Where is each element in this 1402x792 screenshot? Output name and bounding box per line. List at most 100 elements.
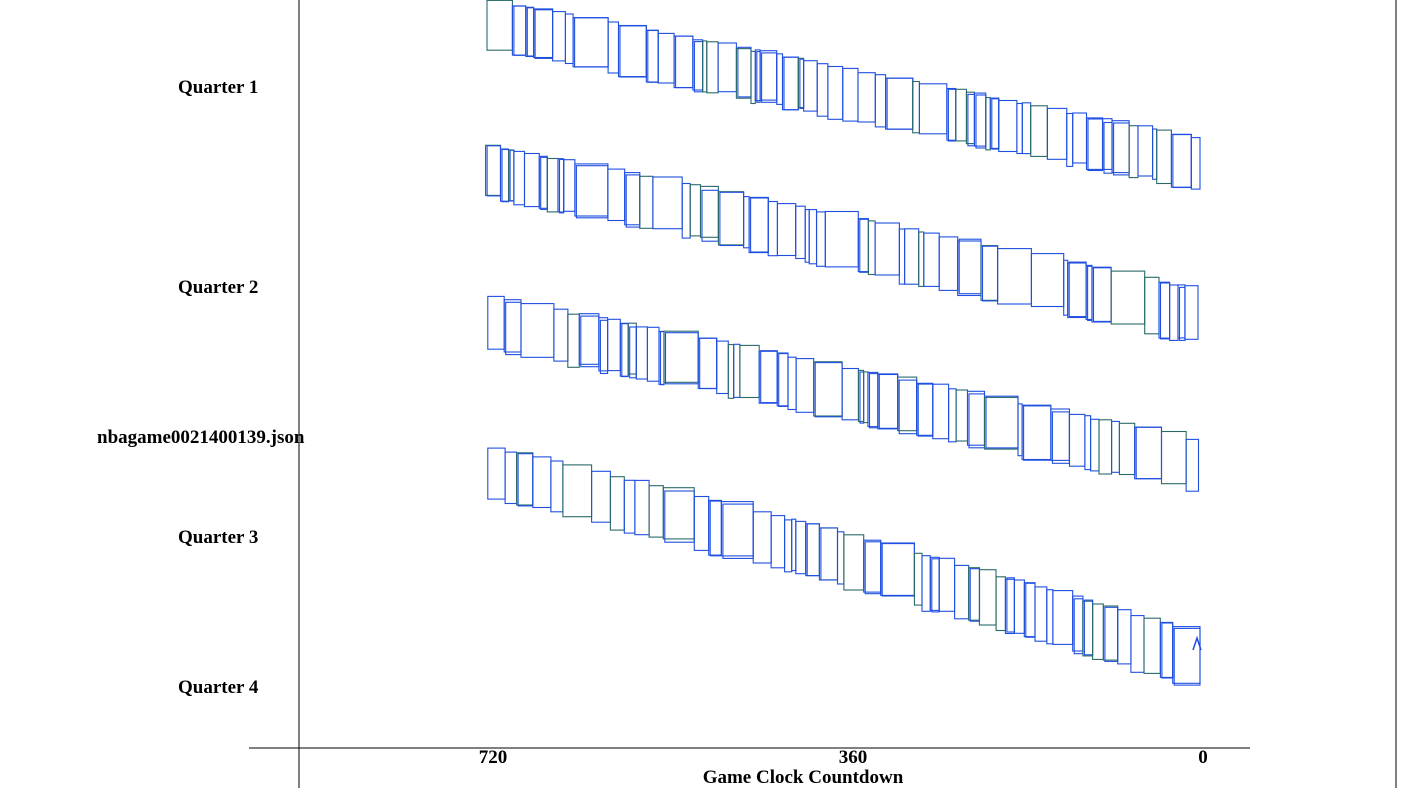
x-tick-0: 0 — [1198, 747, 1208, 768]
possession-rect-q2-9 — [574, 163, 609, 217]
possession-rect-q4-22 — [836, 531, 845, 585]
possession-rect-q4-3 — [532, 456, 552, 509]
possession-rect-q4-25b — [881, 543, 915, 597]
possession-rect-q1-8b — [619, 25, 647, 78]
possession-rect-q1-45b — [1087, 118, 1104, 172]
possession-rect-q3-45b — [1135, 426, 1163, 480]
possession-rect-q2-6 — [546, 157, 559, 213]
possession-rect-q1-35b — [975, 94, 987, 149]
possession-rect-q2-20 — [767, 200, 778, 257]
possession-rect-q4-28b — [931, 558, 940, 613]
possession-rect-q1-22 — [797, 57, 805, 109]
possession-rect-q1-47 — [1111, 120, 1130, 174]
possession-rect-q2-11b — [625, 174, 641, 228]
possession-rect-q4-6 — [591, 470, 611, 523]
possession-rect-q1-27 — [857, 72, 876, 123]
possession-rect-q2-34 — [938, 236, 959, 291]
possession-rect-q1-10 — [657, 32, 675, 84]
possession-rect-q2-2 — [508, 149, 515, 202]
possession-rect-q2-8 — [563, 159, 576, 212]
possession-rect-q4-26 — [913, 552, 923, 606]
possession-rect-q3-13 — [663, 330, 699, 383]
possession-rect-q3-39 — [1068, 413, 1086, 467]
possession-rect-q2-37 — [997, 248, 1032, 305]
possession-rect-q1-42 — [1046, 107, 1068, 160]
possession-rect-q1-2b — [526, 6, 535, 57]
possession-rect-q3-10 — [635, 326, 648, 380]
possession-rect-q2-40b — [1068, 261, 1087, 318]
possession-rect-q3-35 — [983, 396, 1019, 450]
possession-rect-q4-23 — [843, 534, 865, 591]
x-axis-title: Game Clock Countdown — [703, 767, 904, 788]
possession-rect-q4-9 — [634, 479, 650, 536]
possession-rect-q2-29 — [874, 222, 900, 276]
possession-rect-q1-0 — [486, 0, 513, 51]
possession-rect-q2-30 — [898, 228, 906, 285]
possession-rect-q1-44 — [1072, 112, 1088, 164]
possession-rect-q4-25 — [880, 542, 915, 596]
possession-marks — [485, 0, 1202, 686]
possession-rect-q1-46b — [1103, 121, 1113, 174]
possession-rect-q2-12 — [639, 175, 654, 229]
possession-rect-q1-6b — [574, 17, 609, 68]
possession-rect-q1-20 — [776, 53, 784, 105]
possession-rect-q2-47b — [1178, 286, 1186, 341]
possession-rect-q4-43b — [1104, 606, 1119, 662]
possession-rect-q2-17b — [719, 191, 745, 247]
possession-rect-q1-53 — [1190, 137, 1201, 190]
possession-rect-q2-48 — [1184, 285, 1199, 340]
possession-rect-q3-42 — [1098, 419, 1113, 475]
possession-rect-q2-25 — [816, 211, 826, 267]
possession-rect-q1-7 — [607, 21, 620, 74]
possession-rect-q1-19b — [761, 52, 778, 103]
possession-rect-q1-3b — [534, 9, 554, 59]
possession-rect-q1-11b — [675, 35, 694, 89]
possession-rect-q2-31 — [904, 228, 920, 285]
possession-rect-q1-37b — [991, 98, 1000, 150]
possession-rect-q4-47b — [1161, 622, 1174, 679]
possession-rect-q4-44 — [1117, 609, 1132, 665]
possession-rect-q1-21 — [781, 56, 799, 111]
possession-rect-q3-5 — [578, 313, 600, 365]
possession-rect-q3-27b — [868, 373, 879, 429]
possession-rect-q2-44 — [1144, 276, 1160, 335]
possession-rect-q2-19b — [750, 196, 769, 253]
possession-rect-q4-0 — [487, 447, 506, 500]
possession-rect-q4-30 — [954, 564, 970, 620]
possession-rect-q4-16 — [770, 515, 786, 569]
possession-rect-q4-36b — [1025, 582, 1036, 638]
possession-rect-q2-16 — [699, 185, 719, 238]
possession-rect-q1-3 — [533, 8, 554, 59]
possession-rect-q3-19b — [760, 350, 778, 404]
possession-rect-q4-27 — [921, 555, 931, 612]
possession-rect-q3-35b — [985, 395, 1019, 449]
possession-rect-q1-41 — [1030, 105, 1048, 157]
possession-rect-q2-36 — [980, 245, 999, 301]
possession-rect-q2-45b — [1159, 282, 1171, 340]
possession-rect-q1-52 — [1170, 133, 1192, 188]
possession-rect-q4-24 — [863, 539, 882, 593]
possession-rect-q3-30 — [916, 382, 934, 436]
possession-rect-q2-46 — [1169, 284, 1179, 341]
possession-rect-q4-21 — [818, 527, 839, 581]
possession-rect-q4-11b — [664, 490, 695, 543]
possession-rect-q3-37b — [1023, 405, 1052, 461]
possession-rect-q2-41b — [1087, 265, 1093, 321]
possession-rect-q4-14 — [720, 501, 754, 557]
possession-rect-q2-5b — [540, 156, 548, 210]
possession-rect-q4-38 — [1046, 589, 1054, 645]
possession-rect-q2-42b — [1092, 266, 1112, 322]
possession-rect-q3-3 — [553, 308, 569, 362]
possession-rect-q4-11 — [662, 487, 695, 540]
quarter-label-4: Quarter 4 — [178, 677, 259, 698]
possession-rect-q1-38 — [998, 99, 1018, 153]
possession-rect-q3-31 — [932, 383, 950, 440]
possession-rect-q4-2b — [517, 453, 534, 507]
possession-rect-q1-47b — [1113, 122, 1130, 176]
possession-rect-q3-24 — [841, 367, 859, 421]
possession-rect-q3-41 — [1090, 418, 1100, 472]
possession-rect-q3-16 — [727, 344, 735, 399]
possession-rect-q2-27b — [859, 218, 869, 273]
possession-rect-q1-31 — [918, 83, 948, 135]
